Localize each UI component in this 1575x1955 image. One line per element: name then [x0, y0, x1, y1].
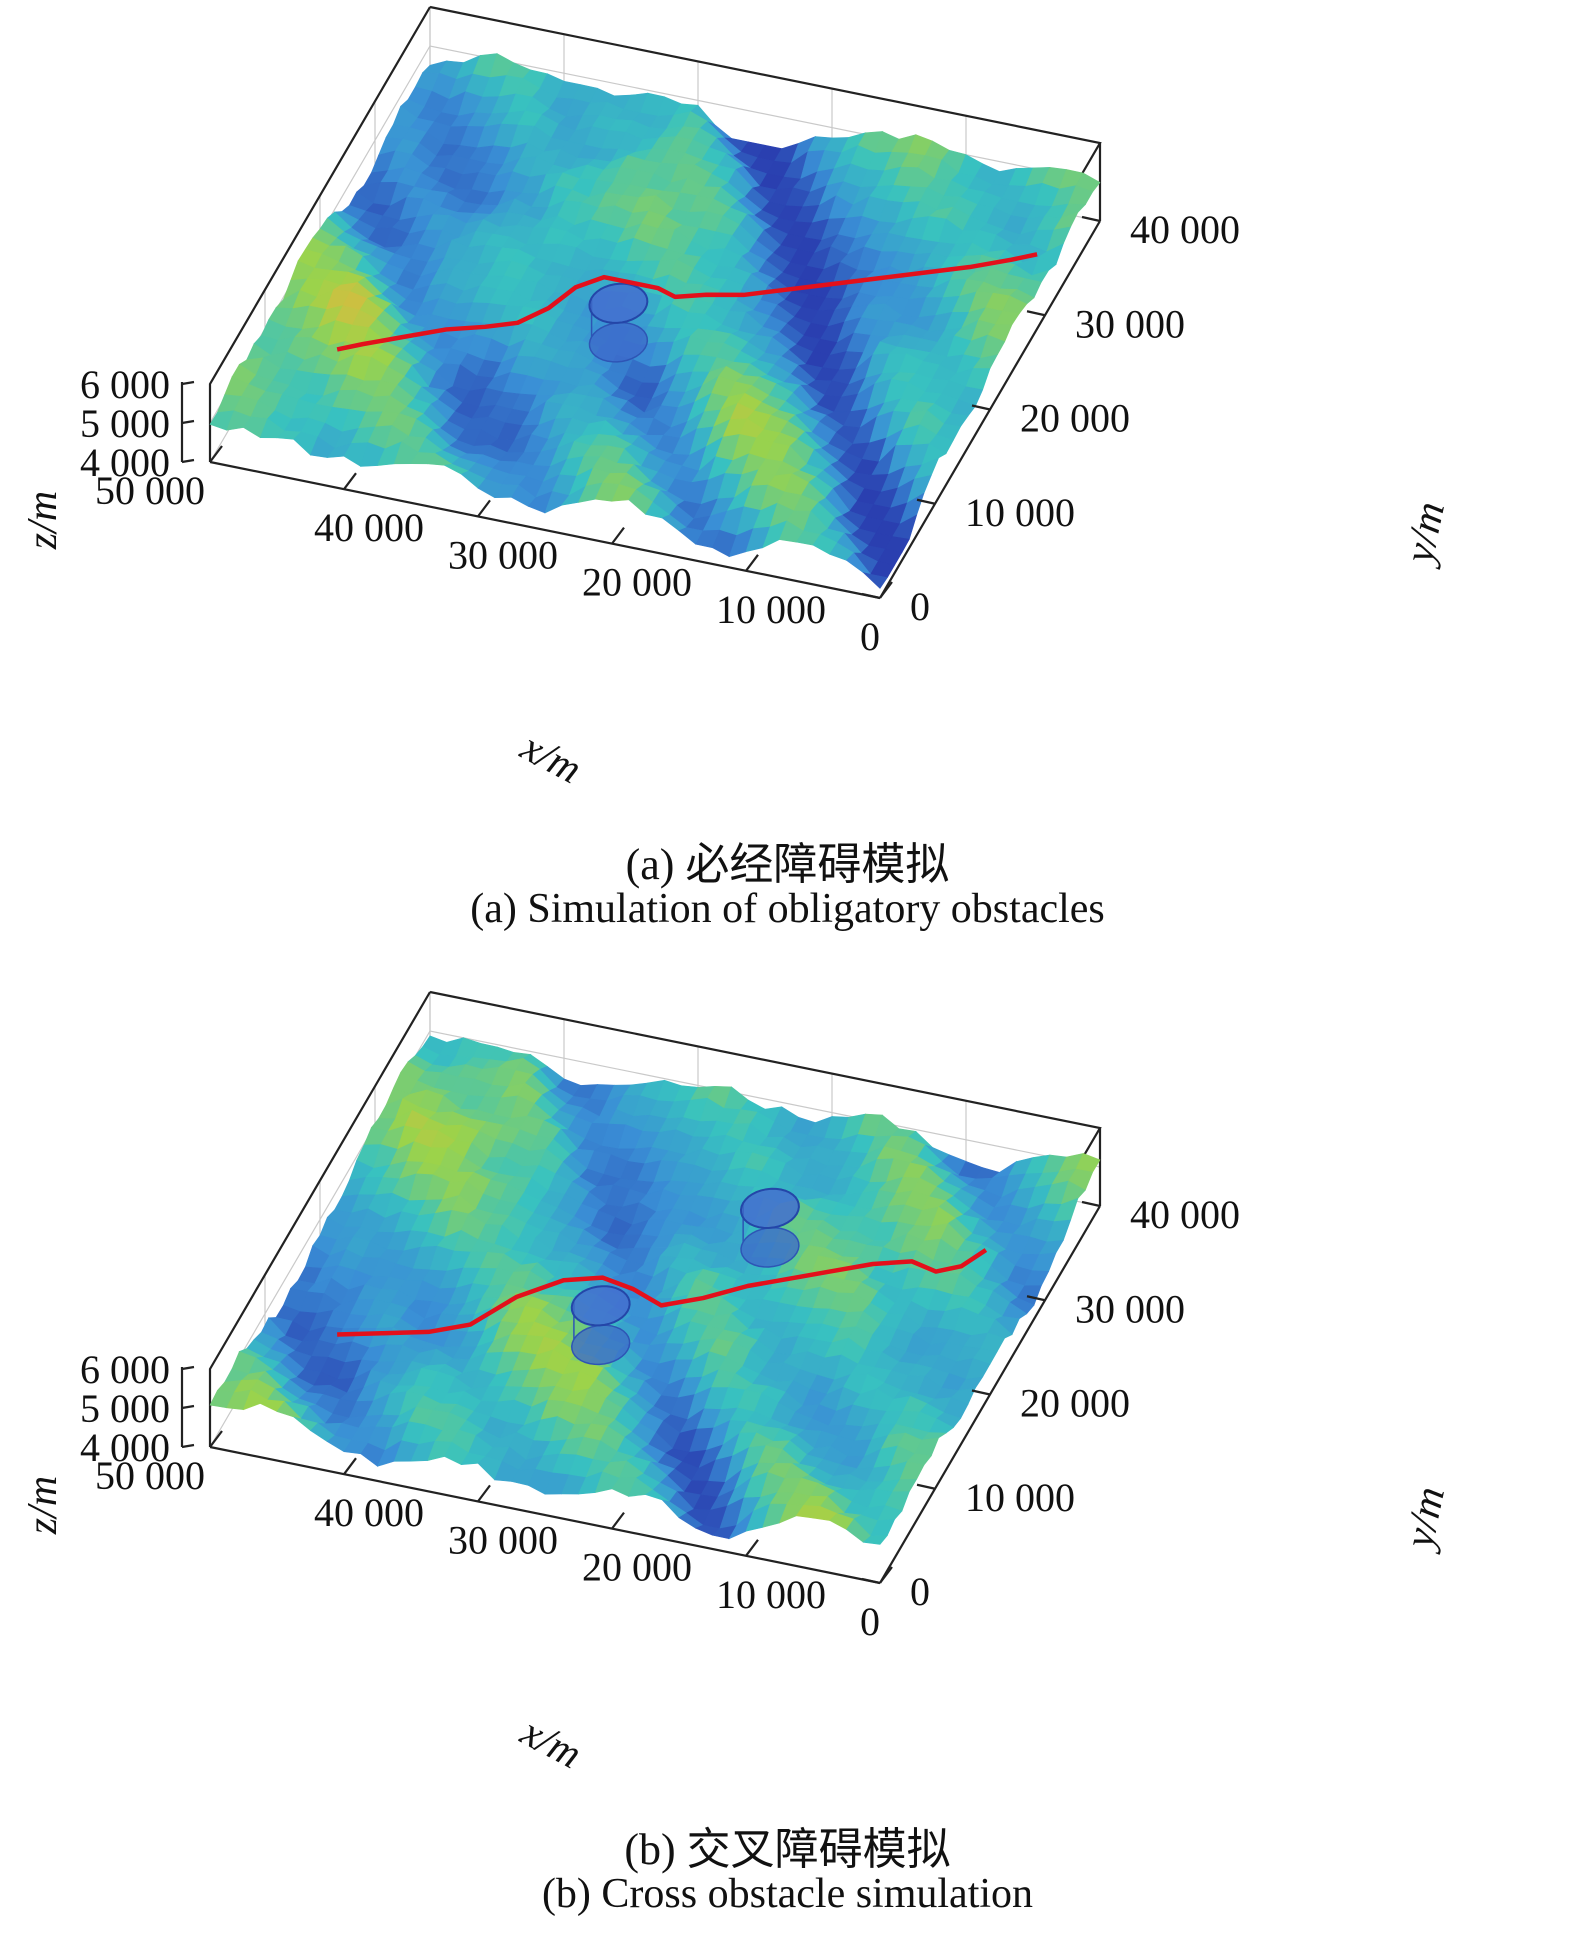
obstacle-top	[570, 1285, 631, 1327]
z-tick-label: 5 000	[80, 401, 170, 446]
axis-ticks: 50 000 40 000 30 000 20 000 10 000 00 10 000 20…	[80, 1192, 1240, 1644]
panel-a: 50 000 40 000 30 000 20 000 10 000 0 0 10 000 20…	[0, 0, 1575, 970]
x-tick-label: 10 000	[716, 587, 826, 632]
terrain-cell	[862, 572, 888, 589]
x-tick	[611, 526, 625, 545]
y-tick	[1026, 310, 1046, 317]
z-tick-label: 4 000	[80, 1425, 170, 1470]
y-axis-line	[879, 220, 1101, 599]
x-tick-label: 40 000	[314, 505, 424, 550]
obstacle-cylinder	[570, 1285, 631, 1366]
x-axis-label: x/m	[513, 1709, 589, 1779]
x-tick	[209, 445, 223, 463]
z-tick	[181, 1404, 195, 1410]
z-tick-label: 5 000	[80, 1386, 170, 1431]
z-tick	[181, 380, 195, 386]
axis-ticks: 50 000 40 000 30 000 20 000 10 000 00 10 000 20…	[80, 207, 1240, 659]
terrain-surface	[209, 53, 1101, 589]
planned-path	[337, 1248, 988, 1337]
obstacle-top	[739, 1187, 800, 1229]
x-axis-line	[209, 460, 881, 600]
x-tick-label: 20 000	[582, 1545, 692, 1590]
box-edge	[208, 991, 431, 1447]
z-tick-label: 4 000	[80, 440, 170, 485]
x-tick	[343, 472, 357, 490]
y-tick	[916, 498, 936, 505]
x-tick	[477, 499, 491, 518]
z-axis-label: z/m	[20, 491, 66, 550]
surface-plot-b: 50 000 40 000 30 000 20 000 10 000 00 10 000 20…	[20, 990, 1454, 1779]
y-tick	[971, 404, 991, 411]
terrain-cell	[862, 1535, 888, 1545]
x-tick-label: 50 000	[95, 468, 205, 513]
caption-b-en: (b) Cross obstacle simulation	[541, 1871, 1034, 1917]
box-edge	[208, 6, 431, 462]
x-tick	[611, 1511, 625, 1530]
y-tick-label: 20 000	[1020, 1381, 1130, 1426]
x-tick-label: 0	[860, 1599, 880, 1644]
x-tick	[745, 1539, 759, 1557]
caption-b-cn: (b) 交叉障碍模拟	[624, 1825, 951, 1874]
z-tick-label: 6 000	[80, 1347, 170, 1392]
y-axis-label: y/m	[1396, 1483, 1454, 1556]
x-axis-label: x/m	[513, 724, 589, 794]
y-axis-line	[879, 1205, 1101, 1584]
y-tick	[916, 1483, 936, 1490]
y-axis-label: y/m	[1396, 498, 1454, 571]
x-tick-label: 50 000	[95, 1453, 205, 1498]
y-tick	[1081, 215, 1101, 223]
panel-b: 50 000 40 000 30 000 20 000 10 000 0 0 10 000 20…	[0, 985, 1575, 1955]
x-tick-label: 30 000	[448, 1517, 558, 1562]
y-tick-label: 10 000	[965, 490, 1075, 535]
x-tick-label: 30 000	[448, 532, 558, 577]
terrain-surface	[209, 1035, 1101, 1545]
planned-path	[336, 252, 1038, 352]
y-tick	[1026, 1295, 1046, 1302]
y-tick-label: 30 000	[1075, 301, 1185, 346]
x-tick-label: 20 000	[582, 560, 692, 605]
z-tick-label: 6 000	[80, 362, 170, 407]
x-tick-label: 0	[860, 614, 880, 659]
y-tick	[1081, 1200, 1101, 1208]
obstacle-top	[588, 282, 649, 324]
x-tick-label: 10 000	[716, 1572, 826, 1617]
y-tick	[971, 1389, 991, 1396]
caption-a-en: (a) Simulation of obligatory obstacles	[470, 886, 1105, 932]
z-tick	[181, 419, 195, 425]
z-axis-label: z/m	[20, 1476, 66, 1535]
obstacle-cylinder	[739, 1187, 800, 1268]
y-tick-label: 0	[910, 1569, 930, 1614]
y-tick-label: 20 000	[1020, 396, 1130, 441]
x-tick	[343, 1457, 357, 1475]
y-tick-label: 0	[910, 584, 930, 629]
caption-a-cn: (a) 必经障碍模拟	[625, 840, 950, 889]
x-tick	[745, 554, 759, 572]
x-tick	[477, 1484, 491, 1503]
y-tick-label: 30 000	[1075, 1286, 1185, 1331]
obstacle-cylinder	[588, 282, 649, 363]
x-axis-line	[209, 1445, 881, 1585]
x-tick-label: 40 000	[314, 1490, 424, 1535]
z-tick	[181, 458, 195, 464]
x-tick	[209, 1430, 223, 1448]
y-tick-label: 10 000	[965, 1475, 1075, 1520]
y-tick-label: 40 000	[1130, 1192, 1240, 1237]
z-tick	[181, 1443, 195, 1449]
surface-plot-a: 50 000 40 000 30 000 20 000 10 000 00 10 000 20…	[20, 5, 1454, 794]
z-tick	[181, 1365, 195, 1371]
y-tick-label: 40 000	[1130, 207, 1240, 252]
